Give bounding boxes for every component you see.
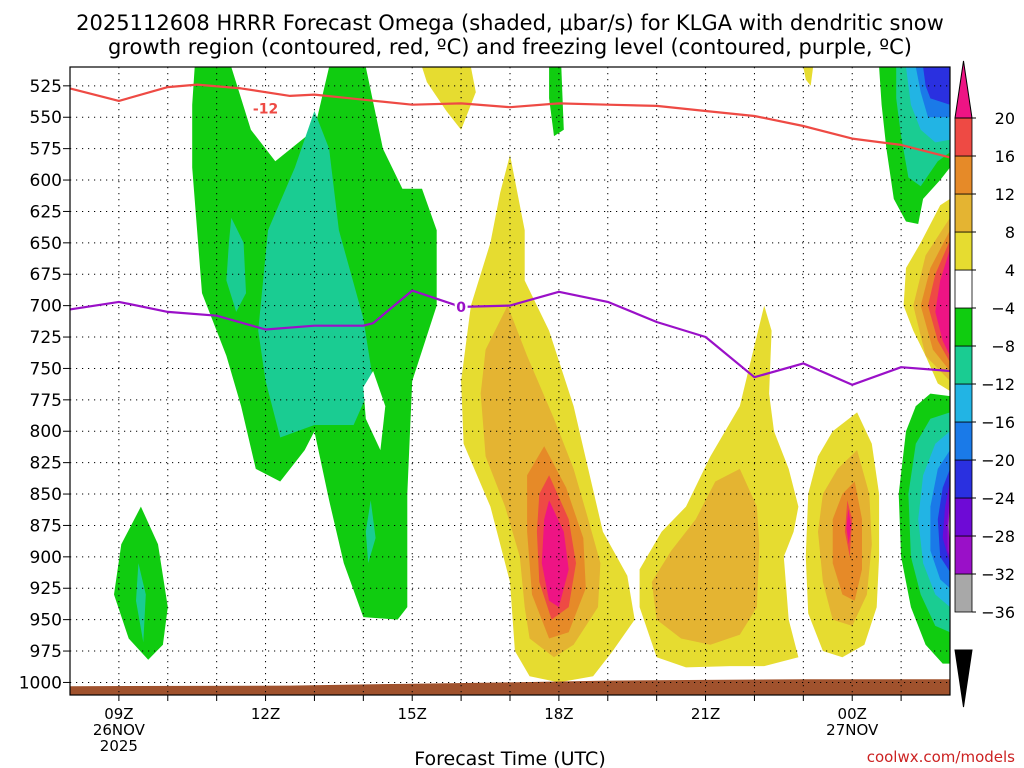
contour-label-bg-1: [454, 298, 468, 315]
colorbar-label-5: −4: [991, 299, 1015, 318]
omega-region-26: [935, 249, 950, 356]
colorbar-bin-8: [954, 307, 973, 347]
y-tick-label-950: 950: [30, 611, 62, 631]
x-tick-label-9-0: 09Z: [104, 705, 133, 723]
y-tick-label-650: 650: [30, 234, 62, 254]
colorbar-label-9: −20: [981, 451, 1015, 470]
colorbar-bin-12: [954, 155, 973, 195]
omega-region-1: [136, 563, 146, 643]
y-tick-label-700: 700: [30, 297, 62, 317]
colorbar-label-2: 12: [995, 185, 1015, 204]
colorbar-bin-5: [954, 421, 973, 461]
colorbar-bin-6: [954, 383, 973, 423]
x-tick-label-9-2: 2025: [100, 737, 138, 755]
omega-region-3: [258, 111, 374, 438]
y-tick-label-850: 850: [30, 485, 62, 505]
colorbar-bin-11: [954, 193, 973, 233]
y-tick-label-1000: 1000: [19, 673, 62, 693]
colorbar-bin-4: [954, 459, 973, 499]
y-tick-label-975: 975: [30, 642, 62, 662]
colorbar-bin-7: [954, 345, 973, 385]
colorbar-label-3: 8: [1005, 223, 1015, 242]
colorbar-bin-13: [954, 117, 973, 157]
omega-region-7: [422, 67, 476, 130]
contour-label-0: -12: [253, 101, 278, 117]
colorbar-label-6: −8: [991, 337, 1015, 356]
x-axis-title: Forecast Time (UTC): [414, 748, 605, 768]
plot-area: -12 0: [69, 66, 951, 696]
colorbar-bin-1: [954, 573, 973, 613]
colorbar-label-13: −36: [981, 603, 1015, 622]
colorbar-bin-3: [954, 497, 973, 537]
contour-label-1: 0: [456, 300, 466, 316]
y-tick-label-600: 600: [30, 171, 62, 191]
x-tick-label-24-0: 00Z: [838, 705, 867, 723]
colorbar-label-8: −16: [981, 413, 1015, 432]
omega-region-13: [541, 500, 569, 608]
omega-region-6: [365, 500, 376, 564]
chart-title-line-2: growth region (contoured, red, ºC) and f…: [108, 35, 912, 59]
omega-region-8: [549, 67, 564, 137]
omega-region-15: [651, 468, 760, 645]
y-tick-label-900: 900: [30, 548, 62, 568]
colorbar-label-4: 4: [1005, 261, 1015, 280]
y-tick-label-775: 775: [30, 391, 62, 411]
x-tick-label-24-1: 27NOV: [826, 721, 879, 739]
x-tick-label-9-1: 26NOV: [93, 721, 146, 739]
x-tick-label-18-0: 18Z: [544, 705, 573, 723]
colorbar-bin-14: [954, 60, 973, 119]
omega-region-4: [226, 217, 246, 312]
omega-region-31: [923, 67, 950, 105]
omega-region-21: [803, 67, 814, 86]
x-tick-label-15-0: 15Z: [398, 705, 427, 723]
x-tick-label-21-0: 21Z: [691, 705, 720, 723]
colorbar-bin-2: [954, 535, 973, 575]
contour-line-1: [69, 289, 951, 386]
y-tick-label-875: 875: [30, 516, 62, 536]
colorbar-label-7: −12: [981, 375, 1015, 394]
watermark: coolwx.com/models: [867, 748, 1015, 766]
colorbar-bin-9: [954, 269, 973, 309]
contour-line-0: [69, 83, 951, 159]
colorbar-bin-0: [954, 649, 973, 708]
x-tick-label-12-0: 12Z: [251, 705, 280, 723]
omega-region-20: [846, 509, 852, 545]
contour-label-bg-0: [250, 100, 282, 117]
y-tick-label-575: 575: [30, 140, 62, 160]
colorbar-label-12: −32: [981, 565, 1015, 584]
colorbar-label-1: 16: [995, 147, 1015, 166]
colorbar-bin-10: [954, 231, 973, 271]
y-tick-label-925: 925: [30, 579, 62, 599]
colorbar-label-11: −28: [981, 527, 1015, 546]
colorbar-label-10: −24: [981, 489, 1015, 508]
y-tick-label-525: 525: [30, 77, 62, 97]
y-tick-label-725: 725: [30, 328, 62, 348]
chart-title-line-1: 2025112608 HRRR Forecast Omega (shaded, …: [76, 11, 944, 35]
y-tick-label-550: 550: [30, 108, 62, 128]
y-tick-label-625: 625: [30, 202, 62, 222]
terrain-surface: [70, 679, 950, 695]
colorbar: 20 16 12 8 4 −4 −8 −12 −16 −20 −24 −28 −32 −36: [954, 60, 1015, 708]
omega-region-5: [363, 371, 386, 451]
colorbar-label-0: 20: [995, 109, 1015, 128]
y-axis: 525 550 575 600 625 650 675 700 725 750 775 800 825 8…: [19, 77, 70, 693]
y-tick-label-750: 750: [30, 359, 62, 379]
y-tick-label-675: 675: [30, 265, 62, 285]
y-tick-label-825: 825: [30, 454, 62, 474]
y-tick-label-800: 800: [30, 422, 62, 442]
